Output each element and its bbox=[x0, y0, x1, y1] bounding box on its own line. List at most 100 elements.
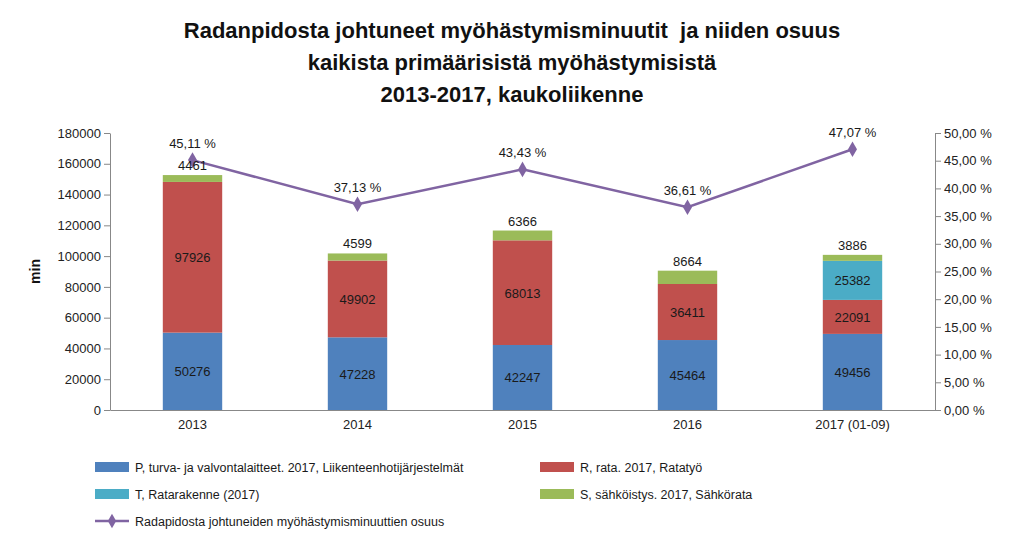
chart: Radanpidosta johtuneet myöhästymisminuut… bbox=[0, 0, 1024, 543]
y-axis: 0 20000 40000 60000 80000 100000 120000 140000 1… bbox=[58, 126, 111, 418]
line-marker bbox=[518, 162, 527, 178]
x-axis-line bbox=[111, 410, 936, 411]
y-tick: 40000 bbox=[65, 341, 110, 356]
legend-swatch bbox=[95, 462, 129, 472]
line-marker bbox=[353, 197, 362, 213]
legend-label: Radapidosta johtuneiden myöhästymisminuu… bbox=[135, 515, 444, 529]
data-labels: 5027647228422474546449456979264990268013… bbox=[169, 125, 877, 385]
title: kaikista primäärisistä myöhästymisistä bbox=[308, 50, 717, 75]
y2-tick-mark bbox=[935, 244, 941, 245]
data-label: 97926 bbox=[174, 250, 210, 265]
bar bbox=[823, 334, 882, 410]
y-tick-label: 160000 bbox=[58, 156, 101, 171]
y-tick-label: 100000 bbox=[58, 249, 101, 264]
x-tick-label: 2017 (01-09) bbox=[815, 417, 889, 432]
data-label: 4461 bbox=[178, 158, 207, 173]
line-label: 47,07 % bbox=[829, 125, 877, 140]
data-label: 68013 bbox=[504, 286, 540, 301]
data-label: 47228 bbox=[339, 367, 375, 382]
y2-tick-mark bbox=[935, 382, 941, 383]
x-tick-label: 2013 bbox=[178, 417, 207, 432]
y-tick-mark bbox=[104, 133, 110, 134]
y2-tick-mark bbox=[935, 355, 941, 356]
legend-label: T, Ratarakenne (2017) bbox=[135, 488, 259, 502]
y2-tick: 30,00 % bbox=[935, 236, 992, 251]
x-axis: 2013 2014 2015 2016 2017 (01-09) bbox=[111, 410, 936, 432]
y-tick-label: 20000 bbox=[65, 372, 101, 387]
line-marker bbox=[683, 199, 692, 215]
legend-swatch bbox=[540, 489, 574, 499]
line-label: 43,43 % bbox=[499, 145, 547, 160]
bar bbox=[493, 240, 552, 345]
y2-tick-label: 0,00 % bbox=[944, 403, 985, 418]
y-tick-label: 40000 bbox=[65, 341, 101, 356]
legend: P, turva- ja valvontalaitteet. 2017, Lii… bbox=[95, 461, 752, 529]
y-tick-label: 60000 bbox=[65, 310, 101, 325]
data-label: 22091 bbox=[834, 310, 870, 325]
y-axis-title: min bbox=[27, 259, 43, 284]
legend-label: R, rata. 2017, Ratatyö bbox=[580, 461, 702, 475]
legend-item: S, sähköistys. 2017, Sähkörata bbox=[540, 488, 752, 502]
legend-item: T, Ratarakenne (2017) bbox=[95, 488, 259, 502]
x-tick-label: 2016 bbox=[673, 417, 702, 432]
y2-tick-label: 25,00 % bbox=[944, 264, 992, 279]
y2-tick-mark bbox=[935, 188, 941, 189]
data-label: 4599 bbox=[343, 236, 372, 251]
y2-tick: 0,00 % bbox=[935, 403, 985, 418]
y2-tick-label: 30,00 % bbox=[944, 236, 992, 251]
y2-tick-mark bbox=[935, 299, 941, 300]
y2-tick-label: 35,00 % bbox=[944, 209, 992, 224]
y-tick-label: 140000 bbox=[58, 187, 101, 202]
legend-label: P, turva- ja valvontalaitteet. 2017, Lii… bbox=[135, 461, 464, 475]
y-tick-mark bbox=[104, 318, 110, 319]
y2-tick-mark bbox=[935, 161, 941, 162]
line-label: 37,13 % bbox=[334, 180, 382, 195]
x-tick: 2017 (01-09) bbox=[815, 410, 889, 432]
line-label: 36,61 % bbox=[664, 183, 712, 198]
y-tick: 140000 bbox=[58, 187, 110, 202]
legend-item: Radapidosta johtuneiden myöhästymisminuu… bbox=[95, 514, 444, 529]
bar bbox=[328, 253, 387, 260]
y-tick: 120000 bbox=[58, 218, 110, 233]
y2-tick: 50,00 % bbox=[935, 126, 992, 141]
x-tick-label: 2015 bbox=[508, 417, 537, 432]
y2-tick: 20,00 % bbox=[935, 292, 992, 307]
data-label: 45464 bbox=[669, 368, 705, 383]
y2-tick-mark bbox=[935, 133, 941, 134]
y-tick-mark bbox=[104, 164, 110, 165]
line-marker bbox=[848, 141, 857, 157]
y2-tick: 15,00 % bbox=[935, 320, 992, 335]
legend-marker bbox=[108, 514, 116, 528]
data-label: 3886 bbox=[838, 238, 867, 253]
bar bbox=[823, 261, 882, 300]
y-tick: 80000 bbox=[65, 280, 110, 295]
bar bbox=[163, 182, 222, 333]
bar bbox=[493, 231, 552, 241]
data-label: 6366 bbox=[508, 214, 537, 229]
bar bbox=[163, 175, 222, 182]
y-tick: 100000 bbox=[58, 249, 110, 264]
y2-axis: 0,00 %5,00 %10,00 %15,00 %20,00 %25,00 %… bbox=[935, 126, 992, 418]
y2-tick: 45,00 % bbox=[935, 153, 992, 168]
y2-tick-mark bbox=[935, 272, 941, 273]
y2-tick-mark bbox=[935, 216, 941, 217]
x-tick: 2013 bbox=[178, 410, 207, 432]
background bbox=[0, 0, 1024, 543]
y-tick-label: 0 bbox=[94, 403, 101, 418]
y-tick: 60000 bbox=[65, 310, 110, 325]
y-tick-mark bbox=[104, 379, 110, 380]
y-tick: 0 bbox=[94, 403, 110, 418]
line-label: 45,11 % bbox=[169, 136, 216, 151]
y-tick-label: 80000 bbox=[65, 280, 101, 295]
bar bbox=[658, 284, 717, 340]
bar bbox=[823, 300, 882, 334]
y-tick-mark bbox=[104, 348, 110, 349]
legend-label: S, sähköistys. 2017, Sähkörata bbox=[580, 488, 752, 502]
bar bbox=[493, 345, 552, 410]
y2-tick-label: 20,00 % bbox=[944, 292, 992, 307]
data-label: 49456 bbox=[834, 365, 870, 380]
y2-tick-label: 45,00 % bbox=[944, 153, 992, 168]
x-tick: 2016 bbox=[673, 410, 702, 432]
x-tick: 2014 bbox=[343, 410, 372, 432]
y2-tick: 10,00 % bbox=[935, 347, 992, 362]
